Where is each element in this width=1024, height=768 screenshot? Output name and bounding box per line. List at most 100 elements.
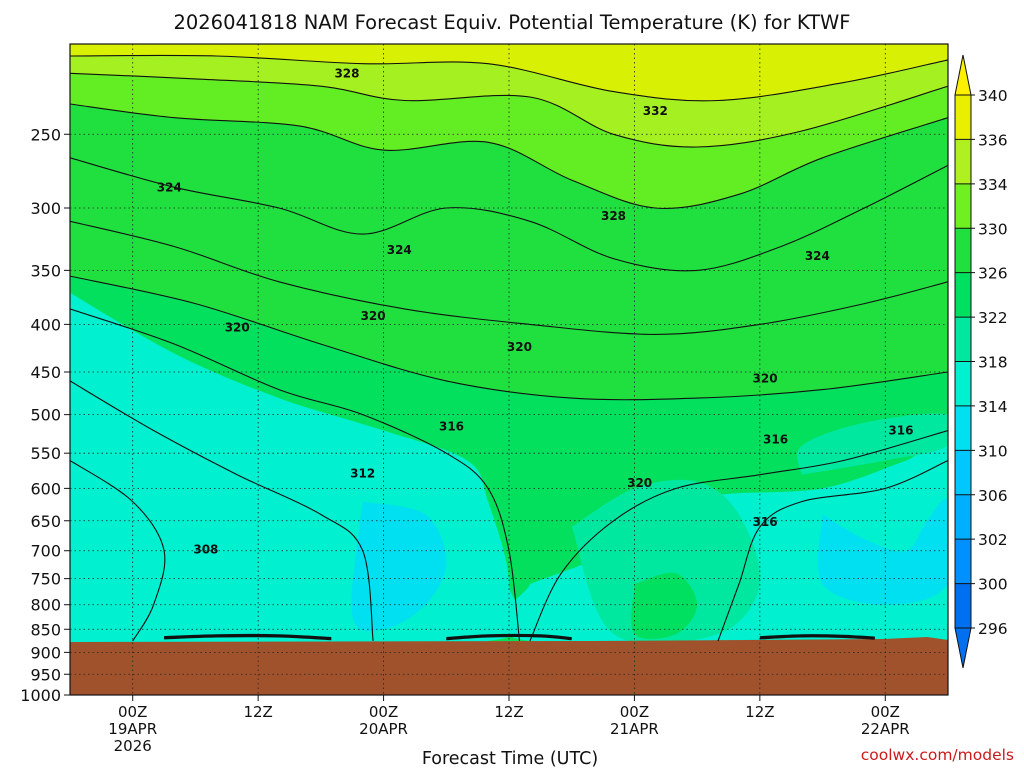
contour-label: 316 (888, 423, 913, 437)
y-tick-label: 700 (30, 542, 61, 561)
colorbar-segment (955, 583, 971, 628)
contour-label: 316 (439, 420, 464, 434)
colorbar-label: 302 (978, 531, 1008, 549)
x-tick-label: 00Z (620, 703, 649, 721)
colorbar-segment (955, 539, 971, 584)
y-tick-label: 650 (30, 512, 61, 531)
contour-label: 324 (387, 243, 412, 257)
y-tick-label: 900 (30, 643, 61, 662)
y-tick-label: 1000 (20, 686, 61, 705)
y-tick-label: 950 (30, 665, 61, 684)
contour-line (70, 380, 374, 642)
colorbar-segment (955, 183, 971, 229)
y-tick-label: 600 (30, 479, 61, 498)
colorbar-label: 330 (978, 220, 1008, 238)
contour-label: 312 (350, 466, 375, 480)
colorbar-segment (955, 139, 971, 184)
colorbar-label: 310 (978, 442, 1008, 460)
x-tick-label: 00Z (871, 703, 900, 721)
y-tick-label: 800 (30, 596, 61, 615)
contour-line (717, 459, 948, 642)
colorbar-top-arrow (954, 54, 972, 96)
x-tick-label: 20APR (359, 720, 408, 738)
shading-region (351, 501, 447, 631)
colorbar-label: 314 (978, 398, 1008, 416)
surface-contour (759, 636, 875, 640)
contour-line (70, 54, 948, 102)
contour-label: 332 (643, 104, 668, 118)
colorbar-segment (955, 494, 971, 540)
x-tick-label: 21APR (610, 720, 659, 738)
plot-clip-group: 328 332 324 328 324 324 320 320 320 320 316 316 316 3… (70, 44, 948, 695)
contour-label: 316 (763, 433, 788, 447)
shading-region (797, 413, 948, 475)
shading-region (817, 499, 948, 605)
colorbar-label: 340 (978, 87, 1008, 105)
contour-label: 324 (805, 249, 830, 263)
contour-line (529, 429, 948, 642)
surface-contour (446, 633, 572, 639)
x-tick-label: 19APR (108, 720, 157, 738)
colorbar-label: 334 (978, 176, 1008, 194)
x-axis-label: Forecast Time (UTC) (422, 749, 598, 768)
colorbar-segment (955, 95, 971, 140)
colorbar-segment (955, 405, 971, 451)
colorbar: 296 300 302 306 310 314 318 322 326 330 334 336 340 (954, 54, 1008, 669)
x-tick-label: 00Z (369, 703, 398, 721)
y-tick-label: 850 (30, 620, 61, 639)
shading-region (631, 572, 698, 640)
x-tick-label: 2026 (114, 737, 152, 755)
y-tick-label: 400 (30, 315, 61, 334)
surface-contour (164, 635, 332, 641)
surface-contour (164, 634, 332, 640)
contour-label: 316 (753, 515, 778, 529)
x-tick-label: 12Z (745, 703, 774, 721)
contour-line (70, 275, 948, 401)
surface-contour (446, 635, 572, 641)
colorbar-segment (955, 450, 971, 495)
surface-contour (759, 635, 875, 639)
colorbar-segment (955, 272, 971, 318)
shading-region (571, 479, 761, 645)
contour-line (70, 460, 166, 642)
chart-title: 2026041818 NAM Forecast Equiv. Potential… (173, 11, 850, 34)
x-tick-label: 22APR (861, 720, 910, 738)
colorbar-segment (955, 317, 971, 362)
surface-contour (759, 634, 875, 638)
y-tick-label: 350 (30, 261, 61, 280)
y-axis: 250 300 350 400 450 500 550 600 650 700 750 800 850 9… (20, 125, 70, 705)
contour-line (70, 157, 948, 272)
contour-label: 320 (361, 309, 386, 323)
x-tick-label: 12Z (494, 703, 523, 721)
y-tick-label: 250 (30, 125, 61, 144)
colorbar-label: 322 (978, 309, 1008, 327)
colorbar-segment (955, 228, 971, 273)
credit-text: coolwx.com/models (861, 746, 1014, 764)
y-tick-label: 750 (30, 570, 61, 589)
contour-label: 324 (157, 180, 182, 194)
contour-label: 320 (507, 340, 532, 354)
contour-line (70, 220, 948, 335)
colorbar-segment (955, 361, 971, 406)
colorbar-label: 336 (978, 131, 1008, 149)
y-tick-label: 300 (30, 199, 61, 218)
y-tick-label: 500 (30, 406, 61, 425)
contour-line (70, 72, 948, 148)
contour-line (70, 308, 521, 642)
colorbar-label: 326 (978, 265, 1008, 283)
contour-label: 328 (334, 66, 359, 80)
colorbar-label: 306 (978, 487, 1008, 505)
surface-contour (164, 633, 332, 639)
surface-contour (446, 634, 572, 640)
contour-label: 320 (225, 320, 250, 334)
y-tick-label: 550 (30, 444, 61, 463)
contour-label: 308 (193, 543, 218, 557)
x-tick-label: 00Z (118, 703, 147, 721)
plot-area: 328 332 324 328 324 324 320 320 320 320 316 316 316 3… (69, 43, 949, 696)
colorbar-bottom-arrow (954, 627, 972, 669)
colorbar-label: 318 (978, 354, 1008, 372)
upper-band-fill (70, 44, 948, 101)
colorbar-label: 300 (978, 576, 1008, 594)
